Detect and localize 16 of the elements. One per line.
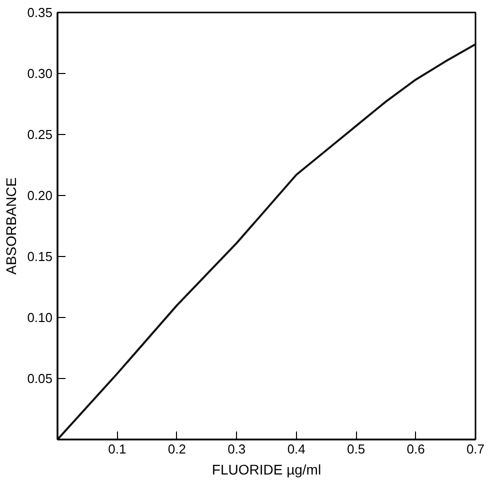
y-tick-label: 0.15 [27,249,53,264]
y-tick-label: 0.30 [27,66,53,81]
y-tick-label: 0.25 [27,127,53,142]
x-tick-label: 0.4 [287,442,306,456]
x-tick-label: 0.2 [168,442,186,456]
y-tick-label: 0.10 [27,310,53,325]
y-tick-label: 0.05 [27,371,53,386]
x-tick-label: 0.6 [406,442,425,456]
x-tick-label: 0.5 [347,442,366,456]
y-tick-label: 0.20 [27,188,53,203]
x-tick-label: 0.1 [108,442,126,456]
y-tick-label: 0.35 [27,5,53,20]
x-axis-title: FLUORIDE µg/ml [212,462,322,478]
x-tick-label: 0.3 [228,442,246,456]
y-axis-title: ABSORBANCE [3,177,20,275]
x-tick-label: 0.7 [466,442,485,456]
